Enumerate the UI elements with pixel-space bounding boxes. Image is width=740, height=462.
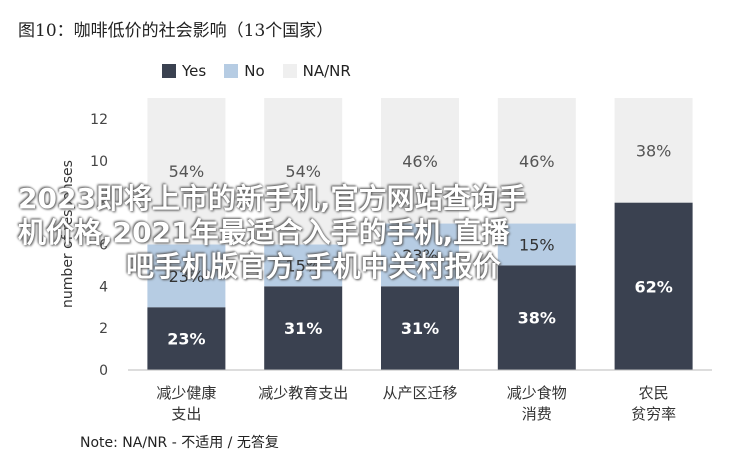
data-label: 31% bbox=[401, 319, 439, 338]
data-label: 23% bbox=[169, 267, 205, 286]
bar-segment bbox=[497, 265, 576, 370]
x-tick-label: 减少食物 bbox=[507, 384, 567, 402]
y-tick-label: 4 bbox=[99, 279, 108, 295]
watermark-line-3: 吧手机版官方,手机中关村报价 bbox=[126, 250, 501, 283]
bar-segment bbox=[614, 98, 693, 203]
bar-segment bbox=[147, 307, 226, 370]
data-label: 54% bbox=[285, 162, 321, 181]
watermark-line-1: 2023即将上市的新手机,官方网站查询手 bbox=[18, 182, 527, 215]
x-tick-label: 贫穷率 bbox=[631, 405, 676, 423]
bar-segment bbox=[264, 286, 343, 370]
y-tick-label: 0 bbox=[99, 363, 108, 379]
chart-note: Note: NA/NR - 不适用 / 无答复 bbox=[80, 435, 279, 451]
x-tick-label: 从产区迁移 bbox=[382, 384, 457, 402]
x-tick-label: 农民 bbox=[639, 384, 669, 402]
bar-segment bbox=[614, 202, 693, 370]
legend-swatch-no bbox=[224, 64, 239, 78]
data-label: 54% bbox=[169, 162, 205, 181]
data-label: 23% bbox=[402, 246, 438, 265]
data-label: 38% bbox=[636, 141, 672, 160]
y-tick-label: 12 bbox=[90, 112, 108, 128]
data-label: 38% bbox=[518, 309, 556, 328]
x-tick-label: 支出 bbox=[171, 405, 201, 423]
y-tick-label: 10 bbox=[90, 154, 108, 170]
legend: Yes No NA/NR bbox=[162, 62, 351, 80]
legend-item-no: No bbox=[224, 62, 265, 80]
bar-segment bbox=[264, 98, 343, 245]
watermark-line-2: 机价格,2021年最适合入手的手机,直播 bbox=[18, 216, 510, 249]
y-tick-label: 2 bbox=[99, 321, 108, 337]
figure-title: 图10：咖啡低价的社会影响（13个国家） bbox=[18, 21, 334, 41]
data-label: 15% bbox=[519, 235, 555, 254]
bar-segment bbox=[381, 223, 459, 287]
legend-label-yes: Yes bbox=[182, 62, 207, 80]
bar-segment bbox=[147, 244, 226, 308]
legend-label-na: NA/NR bbox=[302, 62, 351, 80]
data-label: 62% bbox=[634, 277, 672, 296]
x-tick-label: 减少教育支出 bbox=[258, 384, 348, 402]
x-tick-label: 消费 bbox=[522, 405, 552, 423]
y-tick-label: 6 bbox=[99, 237, 108, 253]
bar-segment bbox=[381, 98, 459, 224]
watermark-overlay: 2023即将上市的新手机,官方网站查询手 机价格,2021年最适合入手的手机,直… bbox=[18, 182, 718, 284]
data-label: 46% bbox=[519, 152, 555, 171]
legend-swatch-yes bbox=[162, 64, 176, 78]
y-axis-label: number of responses bbox=[60, 160, 76, 308]
legend-label-no: No bbox=[244, 62, 265, 80]
bar-segment bbox=[147, 98, 226, 245]
data-label: 23% bbox=[167, 330, 205, 349]
data-label: 46% bbox=[402, 152, 438, 171]
y-tick-label: 8 bbox=[99, 196, 108, 212]
data-label: 15% bbox=[285, 256, 321, 275]
legend-item-yes: Yes bbox=[162, 62, 206, 80]
legend-item-na: NA/NR bbox=[282, 62, 351, 80]
legend-swatch-na bbox=[282, 64, 297, 78]
bar-segment bbox=[381, 286, 459, 370]
bar-segment bbox=[264, 244, 343, 287]
data-label: 31% bbox=[284, 319, 322, 338]
x-tick-label: 减少健康 bbox=[156, 384, 216, 402]
bar-segment bbox=[497, 223, 576, 266]
bar-segment bbox=[497, 98, 576, 224]
